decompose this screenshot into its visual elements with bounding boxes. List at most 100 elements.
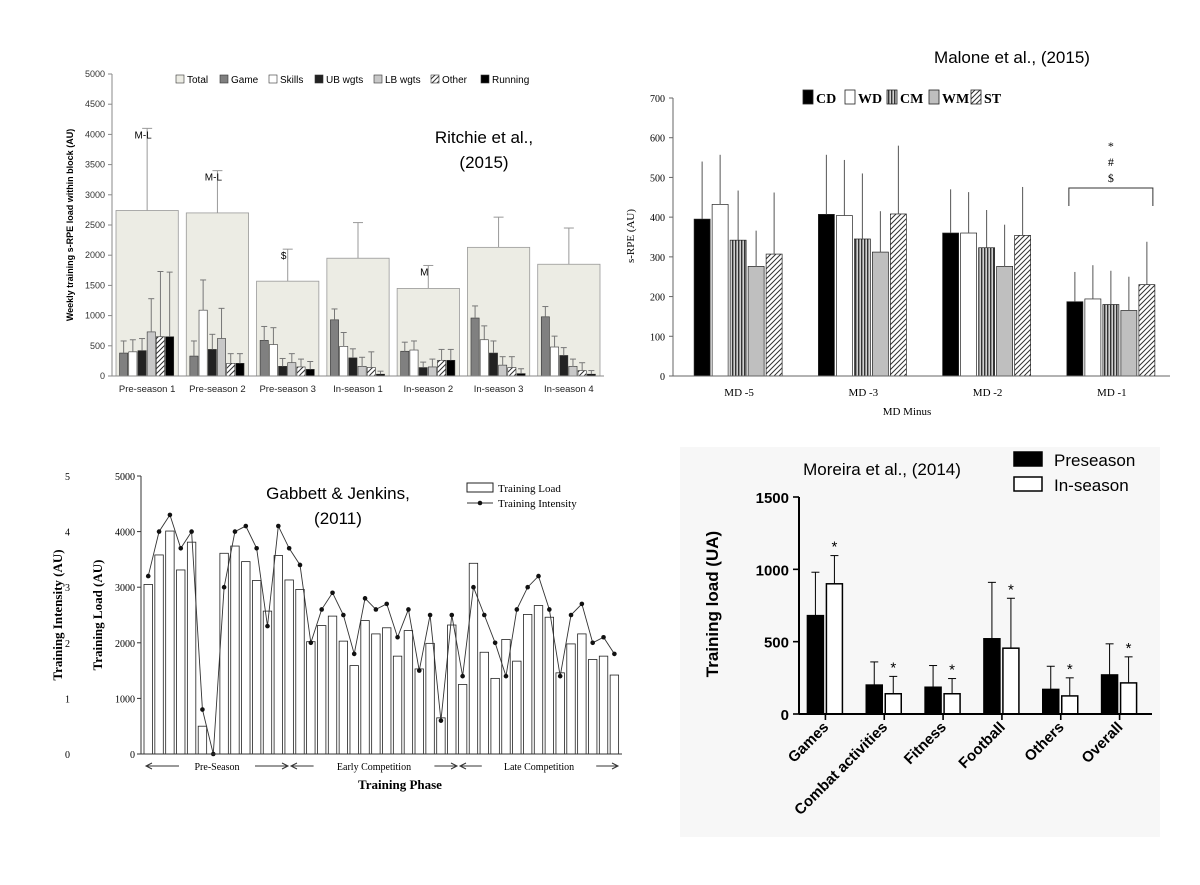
gabbett-intensity-tick-label: 3 [65,583,70,594]
ritchie-ytick-label: 4500 [85,99,105,109]
gabbett-phase-arrowhead [281,762,290,770]
malone-category-label: MD -5 [724,387,754,399]
malone-ytick-label: 600 [650,134,665,145]
malone-bar-wd [960,232,977,377]
malone-bar-st [1138,284,1156,377]
gabbett-load-tick-label: 1000 [115,694,135,705]
gabbett-phase-label: Late Competition [504,762,574,773]
malone-legend-swatch [970,89,982,105]
ritchie-bar-game [330,319,339,377]
gabbett-phase-arrowhead [450,762,459,770]
gabbett-intensity-point [525,584,530,590]
ritchie-ytick-label: 5000 [85,69,105,79]
malone-ytick-label: 500 [650,173,665,184]
ritchie-category-label: Pre-season 2 [189,384,246,395]
gabbett-chart: Gabbett & Jenkins, (2011) Training Inten… [50,472,622,792]
gabbett-load-bar [360,620,370,755]
malone-legend-label: ST [984,92,1002,107]
malone-category-label: MD -3 [849,387,879,399]
ritchie-legend-swatch [480,74,490,84]
gabbett-load-bar [197,725,208,755]
gabbett-phase-arrowhead [289,762,298,770]
gabbett-load-bar [403,630,414,755]
ritchie-bar-lb-wgts [568,366,578,377]
gabbett-load-bar [219,552,229,755]
ritchie-legend-swatch [268,74,278,84]
gabbett-load-bar [252,580,262,755]
gabbett-intensity-point [416,668,422,673]
malone-bar-cd [693,218,711,377]
ritchie-category-label: In-season 2 [403,384,453,395]
ritchie-bar-skills [550,346,559,377]
gabbett-intensity-point [189,529,194,534]
gabbett-intensity-point [438,718,444,723]
gabbett-intensity-point [341,612,346,618]
moreira-significance-mark: * [890,659,896,676]
gabbett-intensity-point [221,584,227,590]
gabbett-intensity-point [330,590,335,596]
malone-legend-label: CM [900,92,923,107]
gabbett-intensity-point [384,601,390,607]
gabbett-intensity-point [254,545,259,551]
gabbett-citation-line2: (2011) [314,509,362,528]
gabbett-intensity-tick-label: 2 [65,639,70,650]
ritchie-ytick-label: 3000 [85,190,105,200]
gabbett-load-bar [436,717,446,755]
gabbett-intensity-point [601,634,606,640]
malone-bar-cm [1102,304,1120,377]
gabbett-load-bar [176,569,186,755]
moreira-ytick-label: 1000 [756,562,789,579]
gabbett-intensity-point [568,612,574,618]
ritchie-bar-ub-wgts [418,367,428,377]
ritchie-legend-label: UB wgts [326,75,363,86]
gabbett-intensity-point [200,707,205,712]
ritchie-legend-label: Running [492,75,529,86]
ritchie-ytick-label: 1000 [85,311,105,321]
malone-significance-bracket [1068,187,1154,206]
gabbett-phase-arrowhead [144,762,153,770]
malone-significance-mark: # [1108,155,1114,169]
gabbett-intensity-point [265,623,270,629]
gabbett-phase-arrowhead [611,762,620,770]
malone-ytick-label: 200 [650,293,665,304]
gabbett-intensity-point [481,612,487,618]
ritchie-bar-lb-wgts [498,364,508,377]
gabbett-load-bar [555,672,565,755]
ritchie-bar-game [400,350,410,377]
malone-bar-wd [836,215,853,377]
moreira-bar-preseason [1042,688,1060,715]
moreira-ytick-label: 1500 [756,490,789,507]
malone-bar-st [765,253,783,377]
gabbett-load-bar [262,610,273,755]
gabbett-intensity-tick-label: 4 [65,528,70,539]
malone-chart: Malone et al., (2015) s-RPE (AU) MD Minu… [625,48,1170,418]
ritchie-annotation: M [420,267,428,278]
gabbett-legend-load-label: Training Load [498,483,561,495]
gabbett-load-tick-label: 3000 [115,583,135,594]
malone-ytick-label: 100 [650,332,665,343]
gabbett-intensity-point [590,640,596,646]
gabbett-load-tick-label: 2000 [115,639,135,650]
moreira-bar-preseason [806,614,825,715]
gabbett-load-bar [425,642,435,755]
gabbett-load-bar [468,562,479,755]
gabbett-load-bar [273,555,283,755]
malone-legend-label: CD [816,92,836,107]
gabbett-load-tick-label: 5000 [115,472,135,483]
ritchie-category-label: Pre-season 1 [119,384,176,395]
ritchie-bar-other [577,370,587,377]
malone-ytick-label: 700 [650,94,665,105]
moreira-bar-in-season [825,583,844,715]
gabbett-intensity-point [276,523,281,529]
ritchie-annotation: M-L [135,130,153,141]
moreira-chart: Moreira et al., (2014) Training load (UA… [680,447,1160,837]
ritchie-annotation: $ [281,251,287,262]
gabbett-intensity-point [579,601,585,607]
gabbett-intensity-point [514,607,520,612]
malone-bar-cd [818,214,835,377]
gabbett-load-bar [490,677,500,755]
gabbett-load-bar [392,655,403,755]
malone-legend-label: WM [942,92,969,107]
gabbett-intensity-point [351,651,357,657]
